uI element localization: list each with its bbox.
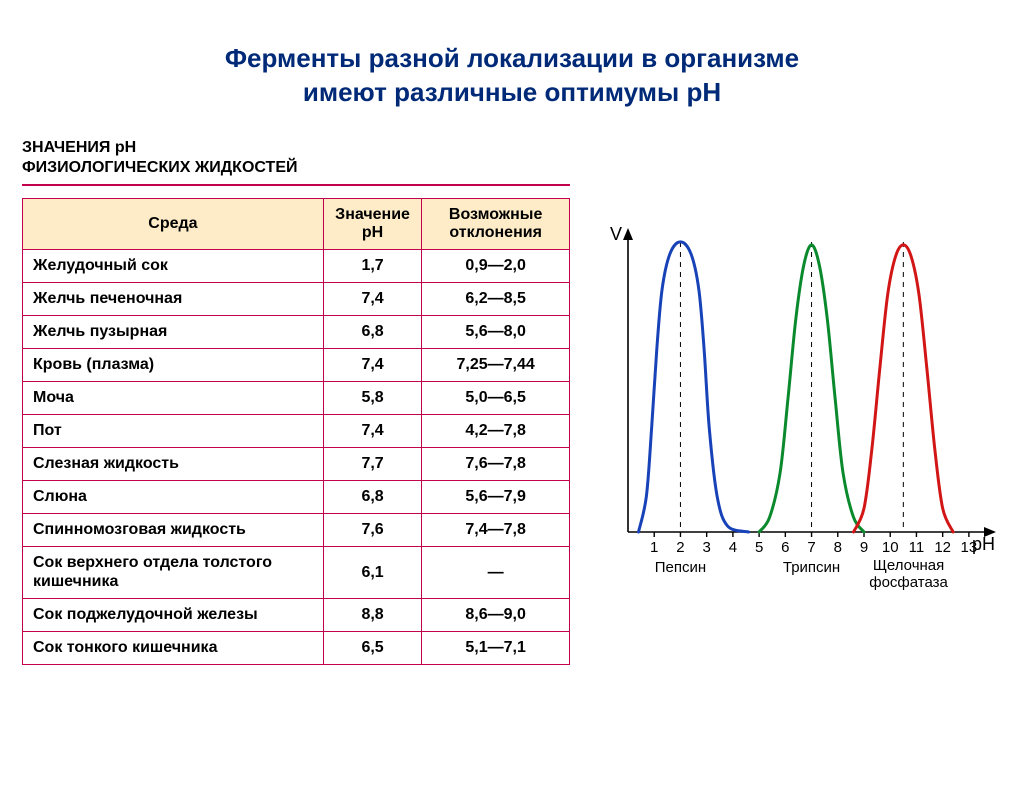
table-row: Желчь пузырная6,85,6—8,0 [23,316,570,349]
svg-text:Трипсин: Трипсин [783,559,840,576]
cell-deviations: 7,25—7,44 [422,349,570,382]
svg-text:5: 5 [755,539,763,556]
svg-text:8: 8 [834,539,842,556]
table-row: Сок поджелудочной железы8,88,6—9,0 [23,599,570,632]
svg-text:Пепсин: Пепсин [655,559,706,576]
enzyme-ph-chart: VpH12345678910111213ПепсинТрипсинЩелочна… [600,218,1000,598]
cell-environment: Сок тонкого кишечника [23,632,324,665]
cell-ph-value: 7,4 [323,349,421,382]
cell-ph-value: 6,8 [323,316,421,349]
cell-environment: Кровь (плазма) [23,349,324,382]
cell-deviations: 7,6—7,8 [422,448,570,481]
cell-environment: Желчь печеночная [23,283,324,316]
cell-deviations: 6,2—8,5 [422,283,570,316]
cell-deviations: 0,9—2,0 [422,250,570,283]
cell-ph-value: 6,5 [323,632,421,665]
table-row: Слезная жидкость7,77,6—7,8 [23,448,570,481]
svg-text:2: 2 [676,539,684,556]
table-row: Желудочный сок1,70,9—2,0 [23,250,570,283]
svg-text:6: 6 [781,539,789,556]
cell-environment: Моча [23,382,324,415]
title-line-1: Ферменты разной локализации в организме [225,43,799,73]
table-caption: ЗНАЧЕНИЯ рН ФИЗИОЛОГИЧЕСКИХ ЖИДКОСТЕЙ [22,138,570,178]
cell-ph-value: 7,6 [323,514,421,547]
cell-ph-value: 7,4 [323,415,421,448]
cell-deviations: 5,6—8,0 [422,316,570,349]
svg-text:Щелочная: Щелочная [873,557,944,574]
cell-deviations: 8,6—9,0 [422,599,570,632]
cell-deviations: 5,6—7,9 [422,481,570,514]
cell-deviations: 5,1—7,1 [422,632,570,665]
col-deviations: Возможные отклонения [422,198,570,250]
svg-text:12: 12 [934,539,951,556]
cell-environment: Слезная жидкость [23,448,324,481]
cell-ph-value: 6,8 [323,481,421,514]
cell-environment: Слюна [23,481,324,514]
table-row: Кровь (плазма)7,47,25—7,44 [23,349,570,382]
cell-environment: Сок верхнего отдела толстого кишечника [23,547,324,599]
page-title: Ферменты разной локализации в организме … [122,42,902,110]
cell-ph-value: 6,1 [323,547,421,599]
cell-ph-value: 7,4 [323,283,421,316]
svg-text:V: V [610,224,622,244]
table-row: Сок тонкого кишечника6,55,1—7,1 [23,632,570,665]
svg-text:фосфатаза: фосфатаза [869,574,948,591]
table-row: Сок верхнего отдела толстого кишечника6,… [23,547,570,599]
cell-deviations: 5,0—6,5 [422,382,570,415]
cell-ph-value: 7,7 [323,448,421,481]
cell-deviations: 7,4—7,8 [422,514,570,547]
cell-ph-value: 8,8 [323,599,421,632]
caption-rule [22,184,570,186]
title-line-2: имеют различные оптимумы рН [303,77,721,107]
table-row: Моча5,85,0—6,5 [23,382,570,415]
table-row: Спинномозговая жидкость7,67,4—7,8 [23,514,570,547]
cell-environment: Сок поджелудочной железы [23,599,324,632]
table-header-row: Среда Значение рН Возможные отклонения [23,198,570,250]
svg-text:7: 7 [807,539,815,556]
ph-values-table: Среда Значение рН Возможные отклонения Ж… [22,198,570,666]
cell-environment: Желудочный сок [23,250,324,283]
cell-environment: Спинномозговая жидкость [23,514,324,547]
col-ph-value: Значение рН [323,198,421,250]
svg-text:13: 13 [961,539,978,556]
caption-line-2: ФИЗИОЛОГИЧЕСКИХ ЖИДКОСТЕЙ [22,158,570,178]
cell-deviations: 4,2—7,8 [422,415,570,448]
table-row: Пот7,44,2—7,8 [23,415,570,448]
svg-text:9: 9 [860,539,868,556]
svg-text:4: 4 [729,539,737,556]
cell-environment: Желчь пузырная [23,316,324,349]
svg-text:1: 1 [650,539,658,556]
cell-ph-value: 5,8 [323,382,421,415]
cell-deviations: — [422,547,570,599]
svg-text:11: 11 [909,539,925,556]
col-environment: Среда [23,198,324,250]
ph-table-block: ЗНАЧЕНИЯ рН ФИЗИОЛОГИЧЕСКИХ ЖИДКОСТЕЙ Ср… [22,138,570,666]
svg-text:10: 10 [882,539,899,556]
cell-environment: Пот [23,415,324,448]
svg-text:3: 3 [702,539,710,556]
cell-ph-value: 1,7 [323,250,421,283]
table-row: Слюна6,85,6—7,9 [23,481,570,514]
caption-line-1: ЗНАЧЕНИЯ рН [22,139,136,156]
table-row: Желчь печеночная7,46,2—8,5 [23,283,570,316]
